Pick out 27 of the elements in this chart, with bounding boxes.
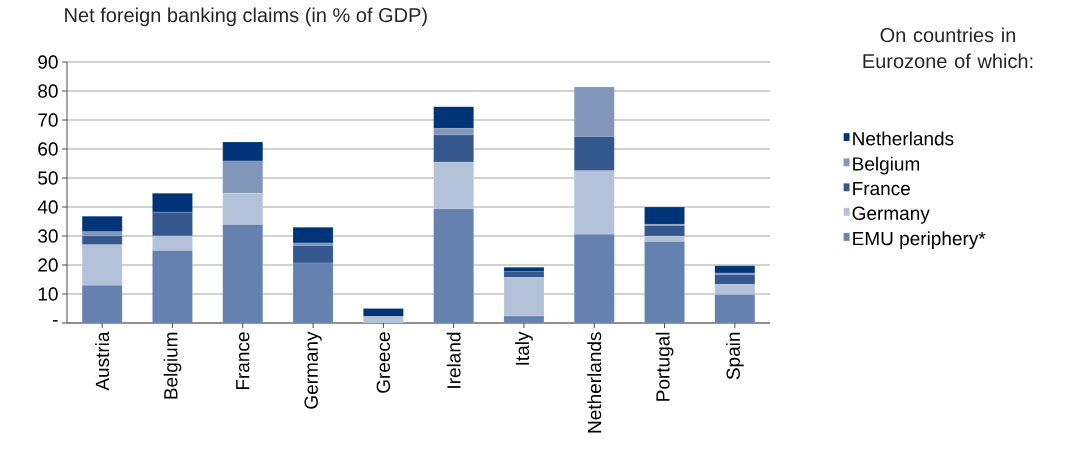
y-tick-label: 50	[38, 171, 58, 185]
y-tick-label: 10	[38, 287, 58, 301]
y-tick-label: 40	[37, 200, 58, 214]
x-tick-label: Greece	[376, 332, 391, 393]
legend-label: Germany	[852, 206, 930, 224]
y-tick-label: 80	[38, 84, 58, 98]
legend-title: On countries in Eurozone of which:	[863, 27, 1033, 69]
legend-label: Belgium	[853, 156, 920, 175]
chart-title: Net foreign banking claims (in % of GDP)	[65, 7, 427, 27]
y-tick-label: 90	[38, 55, 58, 69]
x-tick-label: Italy	[515, 331, 533, 365]
x-tick-label: Portugal	[655, 332, 674, 401]
x-tick-label: Spain	[726, 332, 744, 380]
x-tick-label: Netherlands	[587, 332, 602, 433]
x-tick-label: Ireland	[446, 332, 461, 388]
y-tick-label: 60	[38, 142, 58, 156]
x-tick-label: France	[236, 332, 250, 390]
y-tick-label: 70	[38, 113, 58, 127]
legend-label: EMU periphery*	[853, 231, 986, 250]
y-tick-label: 20	[38, 258, 58, 272]
legend-label: Netherlands	[853, 131, 954, 146]
legend-label: France	[853, 181, 910, 196]
x-tick-label: Germany	[304, 331, 322, 409]
x-tick-label: Austria	[95, 331, 110, 391]
x-tick-label: Belgium	[163, 332, 182, 399]
y-tick-label: 30	[38, 229, 58, 243]
y-tick-label: -	[53, 320, 58, 322]
